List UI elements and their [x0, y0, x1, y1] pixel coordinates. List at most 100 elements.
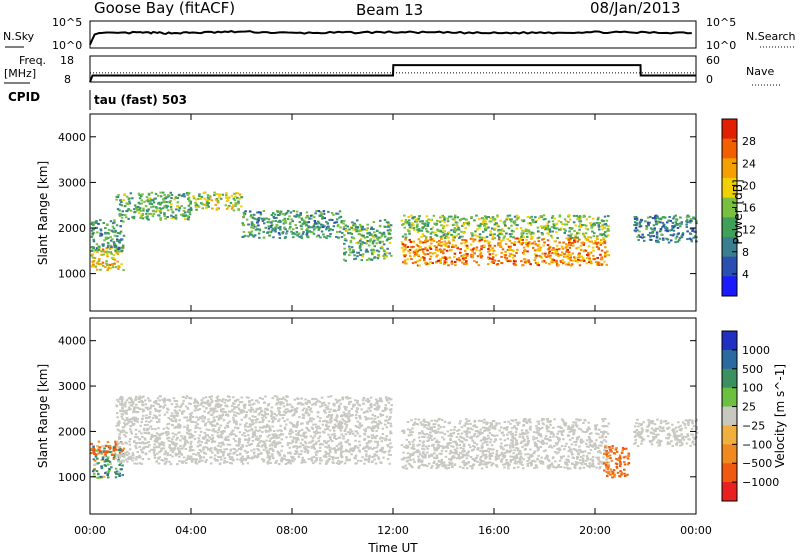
data-cell — [428, 238, 432, 241]
data-cell — [649, 227, 653, 230]
data-cell — [514, 223, 518, 226]
data-cell — [108, 448, 112, 450]
data-cell — [228, 410, 231, 413]
data-cell — [229, 458, 232, 461]
data-cell — [118, 239, 122, 242]
data-cell — [95, 247, 99, 250]
data-cell — [588, 259, 592, 262]
data-cell — [143, 200, 146, 203]
data-cell — [519, 227, 523, 229]
data-cell — [493, 259, 497, 262]
data-cell — [240, 448, 243, 451]
data-cell — [194, 427, 197, 430]
data-cell — [279, 434, 282, 437]
data-cell — [409, 431, 412, 434]
data-cell — [106, 472, 110, 475]
data-cell — [523, 433, 526, 435]
data-cell — [166, 205, 169, 208]
data-cell — [685, 216, 689, 219]
data-cell — [303, 440, 307, 443]
data-cell — [366, 240, 370, 242]
data-cell — [168, 398, 171, 401]
data-cell — [372, 221, 376, 223]
data-cell — [538, 428, 542, 430]
data-cell — [135, 447, 138, 449]
data-cell — [154, 438, 157, 441]
data-cell — [165, 411, 169, 414]
data-cell — [500, 262, 504, 265]
data-cell — [541, 238, 544, 241]
data-cell — [640, 219, 644, 222]
data-cell — [162, 198, 165, 201]
data-cell — [166, 454, 169, 457]
data-cell — [94, 265, 98, 268]
data-cell — [148, 197, 152, 200]
data-cell — [301, 403, 305, 406]
data-cell — [216, 431, 219, 434]
data-cell — [305, 410, 308, 413]
data-cell — [388, 417, 392, 420]
data-cell — [247, 223, 251, 226]
data-cell — [488, 457, 492, 460]
data-cell — [328, 458, 331, 460]
data-cell — [531, 231, 534, 234]
data-cell — [482, 230, 485, 233]
data-cell — [488, 240, 491, 243]
data-cell — [485, 437, 489, 440]
data-cell — [436, 241, 439, 243]
data-cell — [334, 450, 337, 453]
data-cell — [163, 399, 167, 402]
data-cell — [99, 234, 102, 237]
data-cell — [447, 231, 451, 234]
data-cell — [175, 410, 178, 413]
data-cell — [499, 231, 502, 234]
data-cell — [479, 456, 483, 458]
data-cell — [189, 403, 192, 405]
data-cell — [555, 248, 558, 251]
data-cell — [693, 217, 697, 220]
data-cell — [172, 441, 175, 444]
data-cell — [295, 447, 299, 450]
data-cell — [435, 454, 439, 457]
data-cell — [215, 410, 219, 413]
data-cell — [199, 197, 203, 200]
data-cell — [221, 432, 224, 435]
data-cell — [342, 411, 346, 414]
data-cell — [349, 232, 352, 235]
data-cell — [442, 230, 445, 233]
data-cell — [269, 444, 272, 447]
data-cell — [109, 244, 112, 247]
data-cell — [99, 229, 103, 232]
data-cell — [412, 245, 415, 248]
data-cell — [454, 229, 457, 232]
data-cell — [232, 204, 235, 207]
data-cell — [129, 430, 133, 433]
data-cell — [158, 434, 161, 437]
data-cell — [161, 191, 165, 194]
noise-sky-series — [89, 30, 692, 46]
data-cell — [326, 453, 330, 455]
data-cell — [481, 442, 485, 445]
data-cell — [300, 237, 303, 240]
data-cell — [105, 250, 108, 253]
data-cell — [356, 399, 359, 402]
data-cell — [409, 429, 412, 432]
data-cell — [403, 259, 407, 262]
data-cell — [523, 258, 527, 261]
data-cell — [463, 242, 466, 245]
data-cell — [339, 429, 343, 432]
data-cell — [293, 452, 297, 455]
data-cell — [122, 199, 125, 202]
data-cell — [606, 250, 609, 253]
data-cell — [544, 435, 548, 438]
data-cell — [562, 262, 565, 265]
data-cell — [343, 462, 347, 465]
data-cell — [652, 235, 656, 238]
data-cell — [463, 239, 467, 242]
data-cell — [553, 240, 556, 243]
data-cell — [238, 453, 242, 456]
data-cell — [211, 434, 214, 437]
data-cell — [108, 247, 112, 250]
data-cell — [462, 232, 466, 234]
data-cell — [412, 458, 415, 461]
